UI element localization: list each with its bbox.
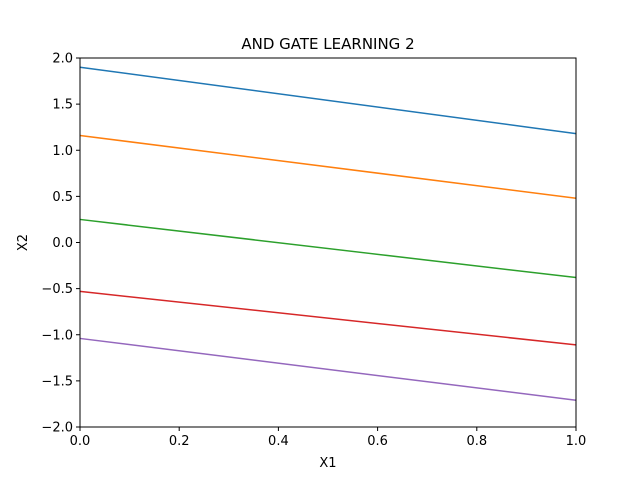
y-tick-label: −1.5 — [41, 374, 73, 389]
y-tick-label: −0.5 — [41, 282, 73, 297]
x-tick-label: 0.0 — [70, 434, 91, 449]
y-tick-label: 1.5 — [52, 98, 73, 113]
y-tick-label: −1.0 — [41, 328, 73, 343]
chart-title: AND GATE LEARNING 2 — [241, 35, 414, 53]
y-tick-label: 2.0 — [52, 52, 73, 67]
x-tick-label: 0.6 — [367, 434, 388, 449]
series-line-2 — [79, 134, 577, 199]
x-tick-label: 1.0 — [566, 434, 587, 449]
x-axis-ticks: 0.0 0.2 0.4 0.6 0.8 1.0 — [70, 427, 587, 449]
series-line-1 — [79, 66, 577, 135]
y-tick-label: 1.0 — [52, 144, 73, 159]
x-tick-label: 0.4 — [268, 434, 289, 449]
series-line-3 — [79, 218, 577, 279]
x-tick-label: 0.2 — [169, 434, 190, 449]
x-axis-label: X1 — [319, 456, 336, 471]
y-tick-label: 0.5 — [52, 190, 73, 205]
series-line-4 — [79, 290, 577, 346]
y-axis-ticks: −2.0 −1.5 −1.0 −0.5 0.0 0.5 1.0 1.5 2.0 — [41, 52, 80, 436]
plot-frame — [79, 57, 577, 428]
x-tick-label: 0.8 — [466, 434, 487, 449]
y-axis-label: X2 — [16, 234, 31, 251]
y-tick-label: −2.0 — [41, 421, 73, 436]
series-layer — [79, 66, 577, 401]
series-line-5 — [79, 337, 577, 401]
y-tick-label: 0.0 — [52, 236, 73, 251]
